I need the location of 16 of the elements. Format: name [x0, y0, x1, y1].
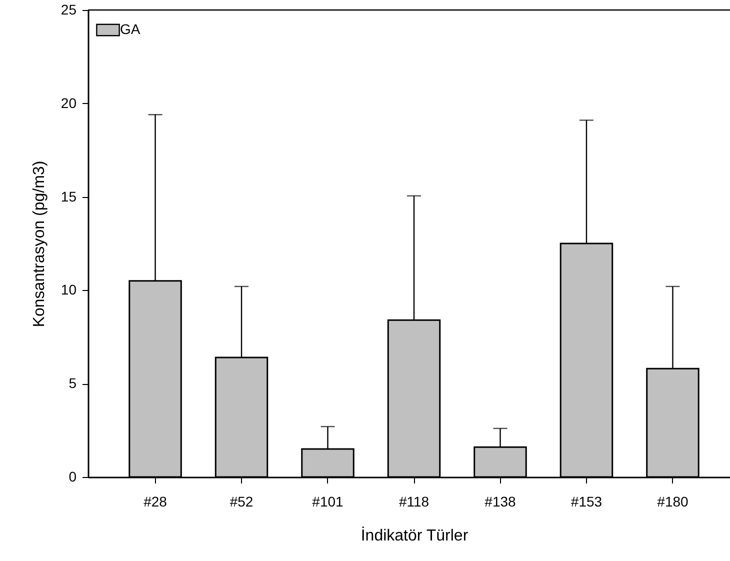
x-tick-label: #52 [230, 494, 254, 510]
y-tick-label: 20 [60, 94, 77, 111]
y-tick-label: 15 [60, 188, 77, 204]
y-tick-label: 10 [60, 282, 77, 298]
legend-label: GA [120, 21, 141, 37]
x-tick-label: #153 [570, 494, 602, 510]
x-tick-label: #180 [657, 494, 689, 510]
x-tick-label: #101 [312, 494, 344, 510]
x-axis-title: İndikatör Türler [360, 526, 469, 544]
y-tick-label: 0 [68, 468, 77, 484]
y-tick-label: 25 [60, 2, 77, 18]
y-axis-title: Konsantrasyon (pg/m3) [30, 160, 48, 328]
x-tick-label: #118 [398, 494, 430, 510]
x-tick-label: #138 [484, 494, 516, 510]
x-tick-label: #28 [144, 494, 168, 510]
y-tick-label: 5 [68, 375, 77, 392]
